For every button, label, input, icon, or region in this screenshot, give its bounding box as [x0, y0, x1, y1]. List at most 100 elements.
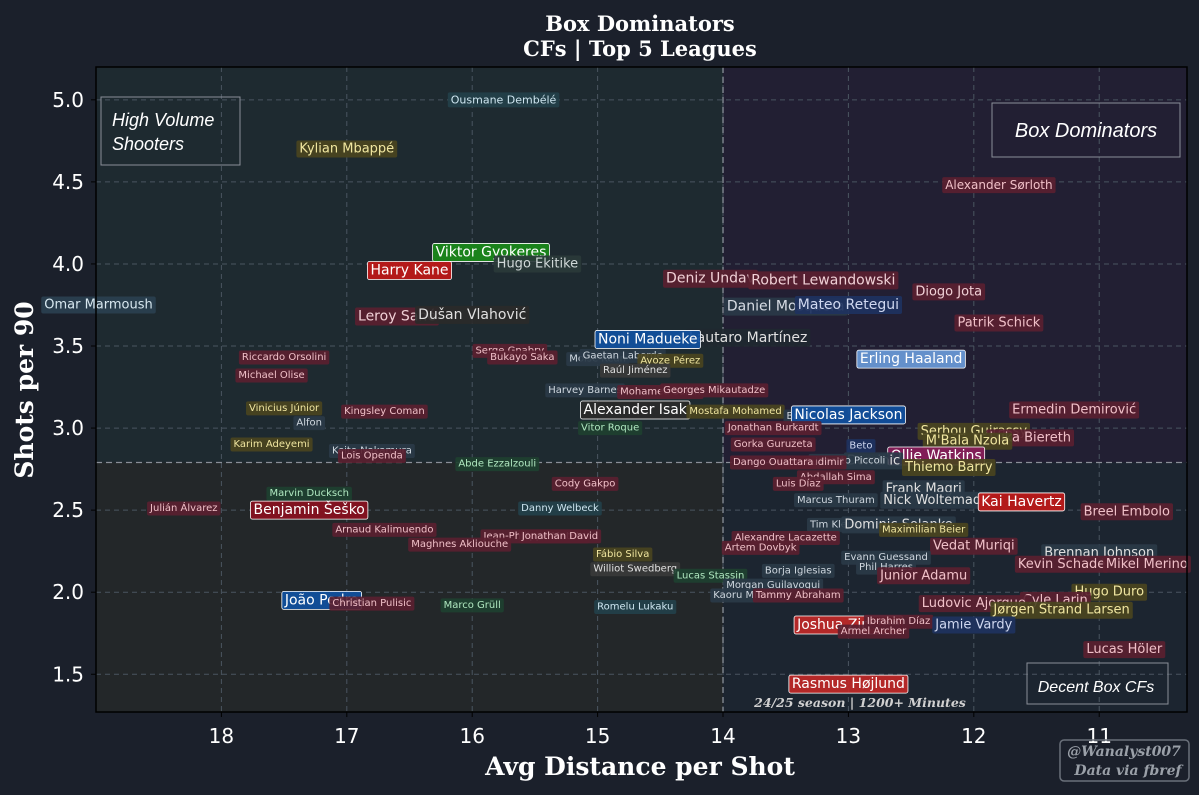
- player-label-text: Alexandre Lacazette: [735, 533, 837, 544]
- player-label: Christian Pulisic: [329, 596, 415, 611]
- player-label: Hugo Ekitike: [493, 255, 582, 273]
- player-label: Beto: [846, 439, 876, 454]
- player-label-text: Georges Mikautadze: [663, 385, 765, 396]
- player-label-background: [761, 563, 835, 578]
- player-label: Harvey Barnes: [545, 383, 625, 398]
- player-label-background: [790, 405, 906, 425]
- player-label-background: [1080, 503, 1173, 521]
- player-label: Mikel Merino: [1102, 555, 1191, 573]
- player-label-text: Armel Archer: [841, 626, 907, 637]
- player-label-background: [901, 458, 996, 476]
- player-label-text: Mateo Retegui: [798, 297, 899, 313]
- player-label: Erling Haaland: [856, 349, 966, 369]
- player-label: Kai Havertz: [977, 492, 1066, 512]
- player-label-text: Deniz Undav: [666, 271, 755, 287]
- player-label-text: Cody Gakpo: [555, 478, 616, 489]
- player-label-text: Bukayo Saka: [490, 352, 554, 363]
- player-label: Nicolas Jackson: [790, 405, 906, 425]
- player-label-text: Beto: [849, 441, 872, 452]
- player-label: Bukayo Saka: [487, 350, 558, 365]
- quadrant-label-top-right: Box Dominators: [1015, 120, 1157, 142]
- x-tick-label: 12: [961, 724, 986, 748]
- player-label: Noni Madueke: [594, 330, 701, 349]
- player-label: Omar Marmoush: [41, 296, 156, 314]
- player-label: Karim Adeyemi: [230, 437, 313, 452]
- quadrant-label-box-bottom-right: [1026, 662, 1169, 705]
- x-axis-label: Avg Distance per Shot: [484, 752, 795, 781]
- player-label-text: Dango Ouattara: [733, 457, 813, 468]
- player-label: Harry Kane: [367, 261, 452, 280]
- player-label-text: Breel Embolo: [1084, 504, 1170, 519]
- player-label-text: Hugo Ekitike: [497, 256, 578, 271]
- player-label-background: [880, 491, 993, 509]
- player-label: Lucas Höler: [1083, 641, 1166, 659]
- player-label-background: [408, 537, 512, 552]
- player-label-text: Erling Haaland: [860, 351, 963, 367]
- player-label-text: Alfon: [296, 418, 322, 429]
- player-label-text: Riccardo Orsolini: [242, 352, 326, 363]
- player-label-text: Marco Grüll: [444, 600, 501, 611]
- player-label-text: Diogo Jota: [915, 284, 982, 299]
- player-label: Maghnes Akliouche: [408, 537, 512, 552]
- player-label-background: [235, 368, 308, 383]
- player-label: Robert Lewandowski: [748, 271, 899, 290]
- player-label-background: [293, 416, 325, 431]
- player-label-text: Ayoze Pérez: [640, 354, 700, 366]
- y-tick-label: 3.0: [52, 416, 84, 440]
- player-label-background: [1083, 641, 1166, 659]
- player-label-background: [337, 448, 406, 463]
- player-label-text: Abde Ezzalzouli: [458, 459, 536, 470]
- quadrant-label-top-left-line1: High Volume: [112, 110, 214, 130]
- player-label-background: [730, 437, 816, 452]
- player-label-background: [685, 328, 811, 347]
- player-label-text: Kaoru Mitoma: [713, 590, 783, 601]
- player-label: Vinicius Júnior: [246, 401, 323, 416]
- quadrant-label-bottom-right: Decent Box CFs: [1038, 679, 1154, 696]
- player-label: Armel Archer: [837, 624, 910, 639]
- player-label-text: Arnaud Kalimuendo: [335, 524, 433, 535]
- player-label-background: [455, 457, 540, 472]
- player-label-background: [230, 437, 313, 452]
- player-label-background: [879, 522, 969, 537]
- player-label: Mateo Retegui: [794, 295, 903, 314]
- player-label-background: [447, 92, 560, 108]
- player-label: Jonathan David: [518, 529, 602, 544]
- player-label-background: [250, 500, 369, 520]
- player-label-background: [794, 295, 903, 314]
- player-label-text: Harry Kane: [370, 263, 448, 279]
- player-label-background: [594, 599, 677, 614]
- x-tick-labels: 18 17 16 15 14 13 12 11: [209, 712, 1112, 748]
- player-label-text: Robert Lewandowski: [751, 272, 895, 288]
- player-label-background: [367, 261, 452, 280]
- player-label-text: Omar Marmoush: [44, 297, 153, 312]
- player-labels: Ousmane Dembélé Kylian Mbappé Alexander Sø…: [41, 92, 1191, 694]
- player-label-background: [545, 383, 625, 398]
- player-label-text: Gaetan Laborde: [583, 350, 663, 361]
- player-label-text: Rasmus Højlund: [792, 676, 905, 692]
- player-label: Rasmus Højlund: [788, 674, 909, 694]
- player-label-background: [551, 476, 619, 491]
- player-label-background: [721, 540, 800, 555]
- player-label-text: Kylian Mbappé: [299, 142, 394, 157]
- player-label-background: [296, 140, 398, 158]
- player-label-text: Karim Adeyemi: [234, 439, 310, 450]
- player-label-background: [341, 404, 428, 419]
- player-label-text: Maximilian Beier: [882, 524, 966, 535]
- x-tick-label: 11: [1086, 724, 1111, 748]
- player-label-text: Julián Álvarez: [149, 501, 217, 514]
- player-label-background: [990, 601, 1133, 619]
- player-label-background: [590, 562, 681, 577]
- credit-source: Data via fbref: [1073, 763, 1184, 779]
- player-label: Raúl Jiménez: [599, 363, 671, 378]
- player-label-text: Fábio Silva: [596, 548, 649, 560]
- player-label-background: [663, 269, 758, 288]
- player-label: Borja Iglesias: [761, 563, 835, 578]
- player-label-text: Alexander Isak: [584, 402, 688, 418]
- player-label-text: Jørgen Strand Larsen: [992, 603, 1129, 618]
- player-label-background: [599, 363, 671, 378]
- player-label-text: Kai Havertz: [981, 494, 1061, 510]
- player-label-text: Gorka Guruzeta: [734, 439, 813, 450]
- player-label: Arnaud Kalimuendo: [332, 522, 437, 537]
- player-label-background: [856, 349, 966, 369]
